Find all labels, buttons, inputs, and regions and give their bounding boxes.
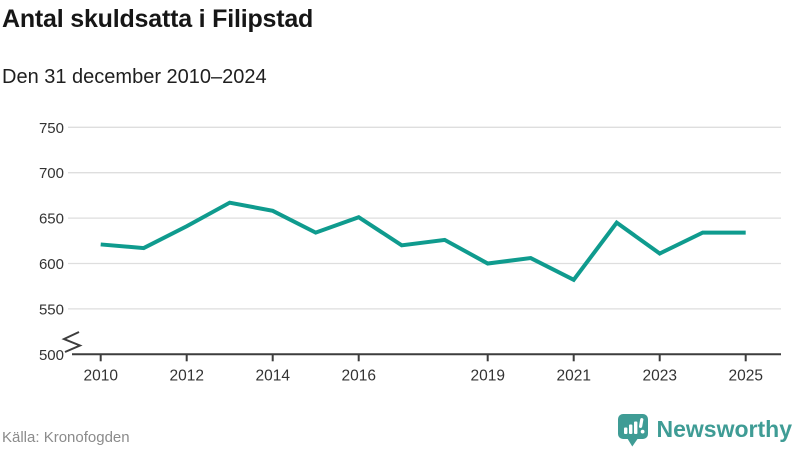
x-tick-label: 2016: [341, 368, 375, 385]
y-tick-label: 650: [39, 211, 64, 228]
y-tick-label: 700: [39, 165, 64, 182]
x-tick-label: 2021: [556, 368, 590, 385]
source-note: Källa: Kronofogden: [2, 429, 130, 446]
x-tick-label: 2012: [169, 368, 203, 385]
x-tick-label: 2010: [83, 368, 118, 385]
x-tick-label: 2019: [470, 368, 504, 385]
logo-exclamation-dot: [640, 429, 645, 434]
logo-exclamation-stroke: [638, 418, 643, 428]
y-tick-label: 750: [39, 120, 64, 137]
logo-bar-small: [623, 427, 627, 434]
chart-title: Antal skuldsatta i Filipstad: [2, 5, 314, 33]
logo-bar-medium: [628, 424, 632, 434]
x-tick-label: 2023: [642, 368, 676, 385]
logo-bar-tall: [633, 421, 637, 434]
newsworthy-logo-icon: [617, 414, 648, 447]
newsworthy-wordmark: Newsworthy: [656, 416, 792, 442]
data-line: [100, 200, 746, 283]
y-tick-label: 500: [39, 347, 64, 364]
newsworthy-logo: Newsworthy: [617, 414, 792, 447]
y-tick-label: 600: [39, 256, 64, 273]
x-tick-label: 2014: [255, 368, 290, 385]
y-axis-break-icon: [61, 331, 83, 353]
y-tick-label: 550: [39, 301, 64, 318]
chart-subtitle: Den 31 december 2010–2024: [2, 66, 267, 88]
x-tick-label: 2025: [728, 368, 762, 385]
